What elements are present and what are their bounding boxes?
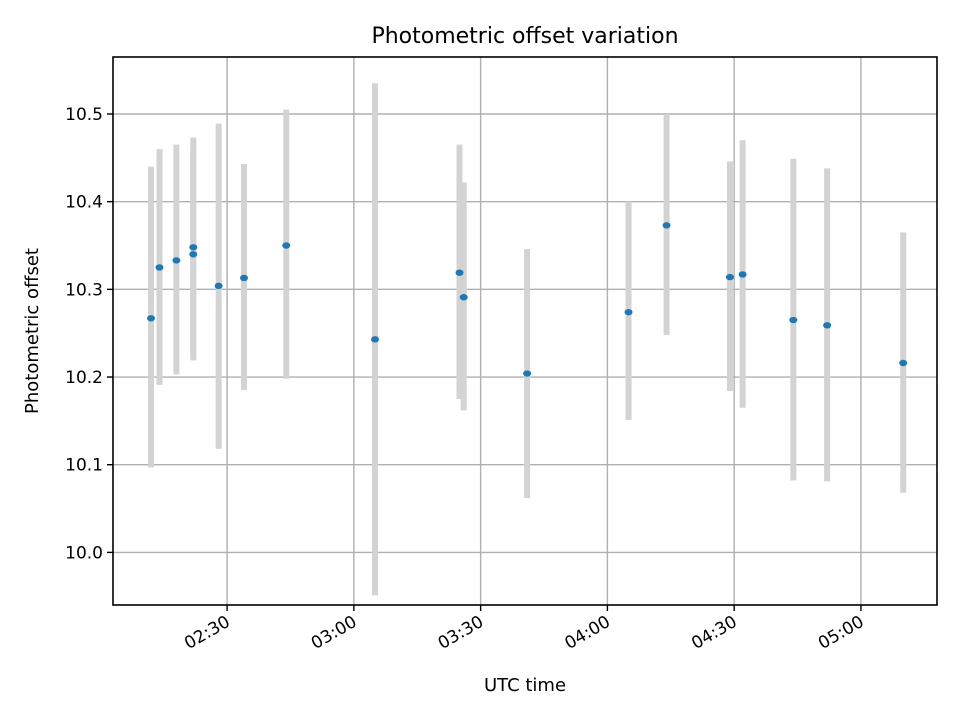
x-tick-label: 02:30 bbox=[181, 612, 233, 654]
x-tick-label: 04:30 bbox=[688, 612, 740, 654]
data-point bbox=[459, 294, 468, 301]
plot-frame bbox=[112, 56, 938, 606]
data-point bbox=[155, 264, 164, 271]
data-point bbox=[455, 269, 464, 276]
x-tick-label: 04:00 bbox=[561, 612, 613, 654]
data-point bbox=[789, 316, 798, 324]
y-tick-label: 10.3 bbox=[65, 280, 103, 300]
x-tick-label: 03:00 bbox=[308, 612, 360, 654]
x-axis-label: UTC time bbox=[484, 675, 566, 696]
y-tick-label: 10.0 bbox=[65, 543, 103, 563]
x-tick-label: 03:30 bbox=[435, 612, 487, 654]
data-point bbox=[738, 271, 747, 278]
data-point bbox=[662, 222, 671, 229]
data-point bbox=[282, 242, 291, 249]
data-point bbox=[239, 274, 248, 282]
data-point bbox=[147, 315, 156, 322]
data-point bbox=[189, 251, 198, 258]
y-tick-label: 10.5 bbox=[65, 105, 103, 125]
y-tick-label: 10.1 bbox=[65, 456, 103, 476]
data-points bbox=[147, 222, 908, 377]
chart-title: Photometric offset variation bbox=[371, 24, 678, 49]
data-point bbox=[725, 273, 734, 281]
data-point bbox=[370, 336, 379, 343]
y-tick-label: 10.4 bbox=[65, 193, 103, 213]
data-point bbox=[172, 257, 181, 264]
data-point bbox=[899, 359, 908, 367]
data-point bbox=[189, 244, 198, 251]
y-tick-label: 10.2 bbox=[65, 368, 103, 388]
data-point bbox=[624, 308, 633, 316]
data-point bbox=[823, 322, 832, 329]
data-point bbox=[214, 282, 223, 290]
data-point bbox=[523, 370, 532, 377]
error-bars bbox=[148, 83, 907, 596]
x-tick-label: 05:00 bbox=[815, 612, 867, 654]
y-axis-label: Photometric offset bbox=[22, 248, 43, 414]
